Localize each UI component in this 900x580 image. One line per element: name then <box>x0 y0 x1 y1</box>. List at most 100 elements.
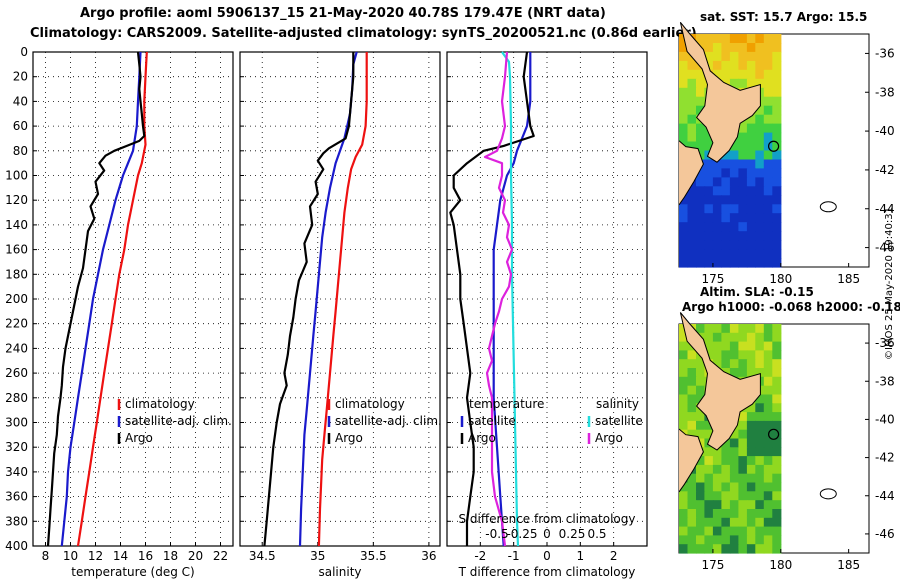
map-cell <box>755 473 765 484</box>
map-cell <box>687 420 697 431</box>
map-cell <box>755 456 765 466</box>
map-cell <box>679 240 689 250</box>
map-cell <box>696 500 706 510</box>
map-cell <box>712 359 722 369</box>
map-cell <box>738 482 748 492</box>
y-tick-label: 360 <box>5 490 28 504</box>
map-cell <box>704 34 714 44</box>
map-cell <box>712 51 722 62</box>
map-cell <box>772 123 782 134</box>
map-cell <box>772 43 782 53</box>
map-cell <box>696 177 706 187</box>
map-cell <box>772 403 782 413</box>
map-cell <box>763 258 773 268</box>
map-cell <box>738 43 748 53</box>
map-cell <box>696 324 706 334</box>
map-cell <box>712 168 722 178</box>
map-y-tick-label: -46 <box>875 241 895 255</box>
map-y-tick-label: -42 <box>875 451 895 465</box>
map-cell <box>712 213 722 223</box>
map-cell <box>746 438 756 448</box>
map-cell <box>704 231 714 241</box>
map-cell <box>696 544 706 554</box>
map-cell <box>679 359 689 369</box>
map-cell <box>721 222 731 232</box>
map-cell <box>729 43 739 53</box>
map-cell <box>746 535 756 545</box>
map-cell <box>712 341 722 351</box>
map-cell <box>738 177 748 187</box>
map-cell <box>729 168 739 178</box>
map-cell <box>763 447 773 457</box>
y-tick-label: 80 <box>13 144 28 158</box>
map-cell <box>696 368 706 378</box>
map-cell <box>755 341 765 351</box>
map-cell <box>696 69 706 80</box>
map-cell <box>763 96 773 107</box>
map-cell <box>679 204 689 214</box>
map-cell <box>687 60 697 71</box>
series-line-temperature-argo <box>46 51 146 547</box>
map-cell <box>746 491 756 501</box>
map-cell <box>687 482 697 492</box>
map-cell <box>755 517 765 528</box>
map-cell <box>772 473 782 484</box>
map-cell <box>704 500 714 510</box>
map-cell <box>729 447 739 457</box>
map-cell <box>687 359 697 369</box>
map-cell <box>729 341 739 351</box>
map-cell <box>729 332 739 343</box>
map-cell <box>772 535 782 545</box>
map-cell <box>755 258 765 268</box>
map-cell <box>772 359 782 369</box>
map-cell <box>712 517 722 528</box>
map-cell <box>763 51 773 62</box>
y-tick-label: 260 <box>5 366 28 380</box>
map-cell <box>772 240 782 250</box>
map-cell <box>763 403 773 413</box>
map-cell <box>755 141 765 152</box>
map-y-tick-label: -36 <box>875 46 895 60</box>
map-y-tick-label: -38 <box>875 374 895 388</box>
map-cell <box>763 177 773 187</box>
y-tick-label: 100 <box>5 169 28 183</box>
map-x-tick-label: 180 <box>769 558 792 572</box>
map-cell <box>763 186 773 196</box>
map-cell <box>704 473 714 484</box>
map-cell <box>772 394 782 404</box>
map-cell <box>687 78 697 89</box>
map-cell <box>729 150 739 161</box>
map-cell <box>729 51 739 62</box>
map-cell <box>712 204 722 214</box>
x-axis-label-difference: T difference from climatology <box>458 565 636 579</box>
map-cell <box>729 535 739 545</box>
map-cell <box>763 509 773 519</box>
map-cell <box>679 105 689 116</box>
map-cell <box>679 114 689 125</box>
argo-location-marker <box>767 140 780 152</box>
map-cell <box>696 509 706 519</box>
map-cell <box>746 213 756 223</box>
map-y-tick-label: -42 <box>875 163 895 177</box>
map-cell <box>746 34 756 44</box>
map-cell <box>729 544 739 554</box>
map-cell <box>763 168 773 178</box>
map-cell <box>772 438 782 448</box>
map-cell <box>755 231 765 241</box>
map-cell <box>738 464 748 475</box>
map-cell <box>712 332 722 343</box>
map-cell <box>755 240 765 250</box>
map-cell <box>729 231 739 241</box>
map-cell <box>746 177 756 187</box>
map-cell <box>679 412 689 422</box>
map-cell <box>729 69 739 80</box>
map-x-tick-label: 185 <box>837 558 860 572</box>
map-cell <box>763 359 773 369</box>
map-cell <box>755 403 765 413</box>
map-cell <box>746 412 756 422</box>
x-tick-label-temperature: 16 <box>138 549 153 563</box>
map-cell <box>704 341 714 351</box>
map-cell <box>679 132 689 143</box>
map-y-tick-label: -44 <box>875 202 895 216</box>
map-cell <box>729 60 739 71</box>
